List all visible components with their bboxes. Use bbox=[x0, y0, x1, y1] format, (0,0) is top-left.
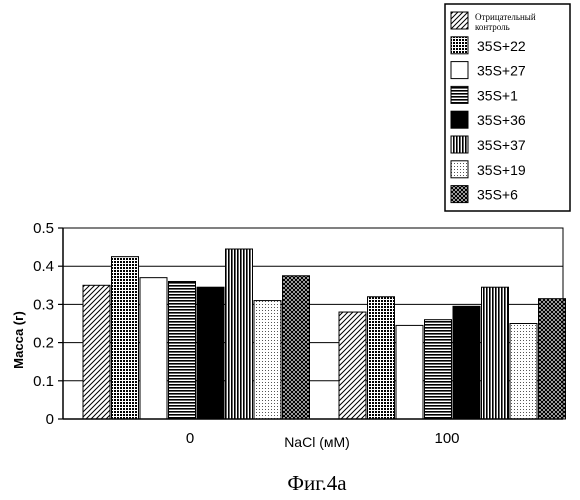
legend-frame bbox=[445, 4, 570, 211]
legend-swatch bbox=[451, 37, 468, 54]
bar-8-cat-100 bbox=[539, 299, 566, 419]
legend-swatch bbox=[451, 111, 468, 128]
legend-swatch bbox=[451, 136, 468, 153]
figure-caption: Фиг.4a bbox=[287, 471, 347, 495]
y-ticks: 0 0.1 0.2 0.3 0.4 0.5 bbox=[33, 220, 63, 428]
legend-swatch bbox=[451, 12, 468, 29]
bar-4-cat-100 bbox=[425, 320, 452, 419]
x-tick-label: 0 bbox=[186, 430, 194, 447]
legend-label: 35S+22 bbox=[477, 38, 526, 54]
legend-swatch bbox=[451, 161, 468, 178]
legend-label: 35S+27 bbox=[477, 63, 526, 79]
bar-6-cat-100 bbox=[482, 287, 509, 419]
legend-label: 35S+19 bbox=[477, 162, 526, 178]
x-tick-label: 100 bbox=[434, 430, 459, 447]
bar-3-cat-100 bbox=[396, 325, 423, 419]
legend-label: 35S+6 bbox=[477, 187, 518, 203]
bar-7-cat-0 bbox=[254, 301, 281, 419]
bar-2-cat-100 bbox=[368, 297, 395, 419]
bar-6-cat-0 bbox=[226, 249, 253, 419]
y-tick-label: 0 bbox=[46, 411, 54, 428]
legend-swatch bbox=[451, 186, 468, 203]
y-tick-label: 0.1 bbox=[33, 373, 54, 390]
bars bbox=[83, 249, 566, 419]
y-tick-label: 0.3 bbox=[33, 296, 54, 313]
bar-5-cat-0 bbox=[197, 287, 224, 419]
plot-area: 0 0.1 0.2 0.3 0.4 0.5 0 100 bbox=[33, 220, 565, 447]
bar-5-cat-100 bbox=[453, 306, 480, 419]
bar-8-cat-0 bbox=[283, 276, 310, 419]
y-tick-label: 0.2 bbox=[33, 335, 54, 352]
bar-1-cat-0 bbox=[83, 285, 110, 419]
bar-4-cat-0 bbox=[169, 281, 196, 419]
bar-2-cat-0 bbox=[112, 257, 139, 419]
legend-label: 35S+37 bbox=[477, 137, 526, 153]
legend-swatch bbox=[451, 62, 468, 79]
bar-1-cat-100 bbox=[339, 312, 366, 419]
legend-label: 35S+36 bbox=[477, 112, 526, 128]
y-tick-label: 0.5 bbox=[33, 220, 54, 237]
y-tick-label: 0.4 bbox=[33, 258, 54, 275]
legend-label: 35S+1 bbox=[477, 87, 518, 103]
x-axis-title: NaCl (мМ) bbox=[284, 434, 350, 450]
legend-label: контроль bbox=[475, 22, 510, 32]
y-axis-title: Масса (г) bbox=[11, 311, 26, 369]
legend-label: Отрицательный bbox=[475, 12, 536, 22]
legend: Отрицательныйконтроль 35S+22 35S+27 35S+1 35… bbox=[445, 4, 570, 211]
bar-7-cat-100 bbox=[510, 324, 537, 420]
bar-3-cat-0 bbox=[140, 278, 167, 419]
legend-swatch bbox=[451, 86, 468, 103]
